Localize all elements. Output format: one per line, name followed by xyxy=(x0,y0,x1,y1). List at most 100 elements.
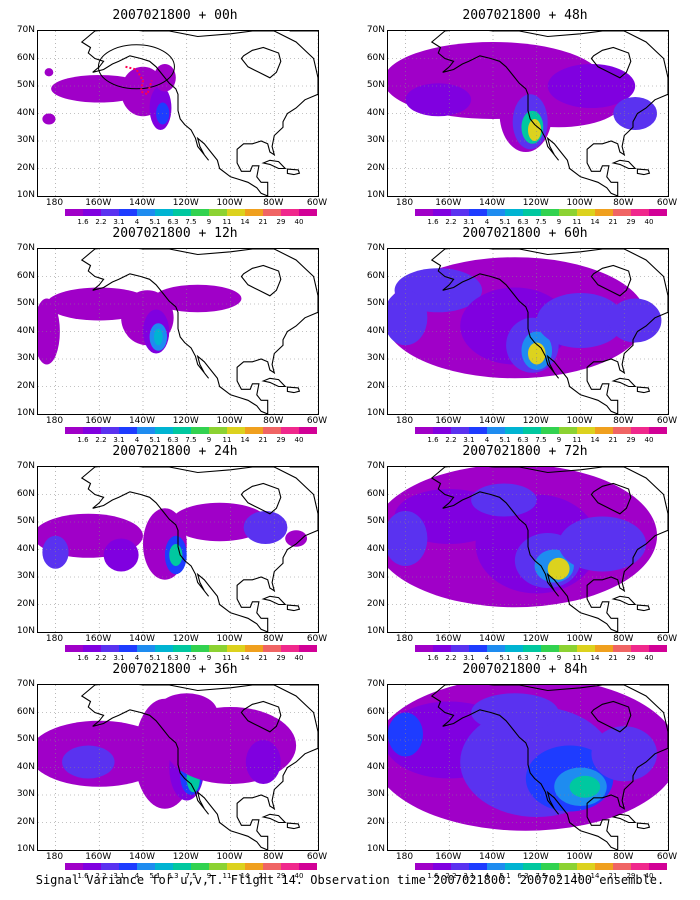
colorbar-swatch xyxy=(83,209,101,216)
colorbar-level: 29 xyxy=(276,872,286,880)
colorbar-swatch xyxy=(469,645,487,652)
colorbar-swatch xyxy=(299,209,317,216)
colorbar-level: 9 xyxy=(556,654,562,662)
lat-tick-label: 40N xyxy=(366,107,385,118)
colorbar-swatch xyxy=(415,645,433,652)
coastline xyxy=(289,31,318,32)
panel-title: 2007021800 + 36h xyxy=(112,662,238,677)
map-area xyxy=(387,248,669,415)
coastline xyxy=(261,813,287,824)
lat-tick-label: 10N xyxy=(366,626,385,636)
colorbar-swatch xyxy=(209,209,227,216)
colorbar-level: 29 xyxy=(276,654,286,662)
colorbar-level: 29 xyxy=(276,218,286,226)
coastline xyxy=(590,46,632,79)
colorbar-swatch xyxy=(281,645,299,652)
colorbar-swatch xyxy=(119,427,137,434)
colorbar-level: 14 xyxy=(590,872,600,880)
variance-contour xyxy=(613,97,658,130)
coastline xyxy=(636,822,651,830)
lat-tick-label: 70N xyxy=(16,25,35,35)
colorbar-swatch xyxy=(595,645,613,652)
lat-tick-label: 30N xyxy=(16,135,35,145)
colorbar-level: 9 xyxy=(206,218,212,226)
colorbar-swatch xyxy=(245,863,263,870)
colorbar-swatch xyxy=(631,863,649,870)
colorbar-level: 2.2 xyxy=(95,218,107,226)
colorbar-swatch xyxy=(523,863,541,870)
colorbar-level: 14 xyxy=(240,872,250,880)
map-area xyxy=(387,684,669,851)
colorbar-swatch xyxy=(209,863,227,870)
colorbar-swatch xyxy=(487,209,505,216)
colorbar-swatch xyxy=(137,863,155,870)
colorbar-swatch xyxy=(83,427,101,434)
colorbar-swatch xyxy=(263,209,281,216)
lat-tick-label: 70N xyxy=(16,461,35,471)
lat-tick-label: 10N xyxy=(16,626,35,636)
colorbar-level: 2.2 xyxy=(95,872,107,880)
colorbar-labels: 1.6 2.2 3.1 4 5.1 6.3 7.5 9 11 14 21 29 40 xyxy=(65,872,303,880)
colorbar-swatch xyxy=(577,427,595,434)
colorbar-swatch xyxy=(613,645,631,652)
coastline xyxy=(80,249,318,414)
coastline xyxy=(430,467,668,632)
colorbar-level: 1.6 xyxy=(77,872,89,880)
lat-tick-label: 20N xyxy=(16,380,35,391)
colorbar-level: 40 xyxy=(644,218,654,226)
colorbar-level: 21 xyxy=(608,654,618,662)
colorbar-level: 29 xyxy=(626,872,636,880)
colorbar-swatch xyxy=(245,645,263,652)
coastline xyxy=(261,377,287,388)
lat-tick-label: 20N xyxy=(366,380,385,391)
colorbar-swatch xyxy=(649,863,667,870)
lat-tick-label: 40N xyxy=(366,543,385,554)
lat-tick-label: 70N xyxy=(366,461,385,471)
colorbar-swatch xyxy=(469,209,487,216)
coastline xyxy=(430,31,668,196)
variance-contour xyxy=(405,83,472,117)
colorbar-swatch xyxy=(631,645,649,652)
coastline xyxy=(240,46,282,79)
lat-tick-label: 20N xyxy=(366,598,385,609)
colorbar-swatch xyxy=(595,863,613,870)
lon-tick-label: 80W xyxy=(263,634,284,644)
colorbar-labels: 1.6 2.2 3.1 4 5.1 6.3 7.5 9 11 14 21 29 40 xyxy=(65,436,303,444)
lat-tick-label: 20N xyxy=(16,598,35,609)
map-area xyxy=(37,466,319,633)
colorbar-swatch xyxy=(101,863,119,870)
colorbar-swatch xyxy=(173,863,191,870)
colorbar xyxy=(65,209,317,216)
coastline xyxy=(240,264,282,297)
colorbar-swatch xyxy=(101,427,119,434)
colorbar-swatch xyxy=(649,209,667,216)
colorbar-labels: 1.6 2.2 3.1 4 5.1 6.3 7.5 9 11 14 21 29 40 xyxy=(65,654,303,662)
lon-tick-label: 180 xyxy=(395,852,414,862)
colorbar-swatch xyxy=(505,645,523,652)
lon-tick-label: 160W xyxy=(85,416,112,426)
panel-title: 2007021800 + 84h xyxy=(462,662,588,677)
colorbar-swatch xyxy=(505,863,523,870)
colorbar-level: 9 xyxy=(556,872,562,880)
colorbar-level: 7.5 xyxy=(185,218,197,226)
colorbar-level: 6.3 xyxy=(167,654,179,662)
lon-tick-label: 120W xyxy=(522,634,549,644)
colorbar-swatch xyxy=(173,645,191,652)
lon-tick-label: 60W xyxy=(306,416,328,426)
coastline xyxy=(611,377,637,388)
colorbar-level: 29 xyxy=(626,436,636,444)
variance-contour xyxy=(388,290,428,346)
colorbar-swatch xyxy=(137,209,155,216)
map-svg xyxy=(38,685,318,850)
lat-tick-label: 40N xyxy=(16,761,35,772)
colorbar-swatch xyxy=(83,645,101,652)
colorbar-level: 4 xyxy=(134,654,140,662)
colorbar-swatch xyxy=(595,209,613,216)
colorbar-labels: 1.6 2.2 3.1 4 5.1 6.3 7.5 9 11 14 21 29 40 xyxy=(65,218,303,226)
map-panel-p48: 2007021800 + 48h 70N 60N 50N 40N 30N 20N 10N 180… xyxy=(355,8,695,226)
colorbar-level: 11 xyxy=(572,872,582,880)
colorbar-level: 21 xyxy=(258,436,268,444)
variance-contour xyxy=(42,113,56,125)
lon-tick-label: 120W xyxy=(172,634,199,644)
lat-tick-label: 10N xyxy=(16,190,35,200)
